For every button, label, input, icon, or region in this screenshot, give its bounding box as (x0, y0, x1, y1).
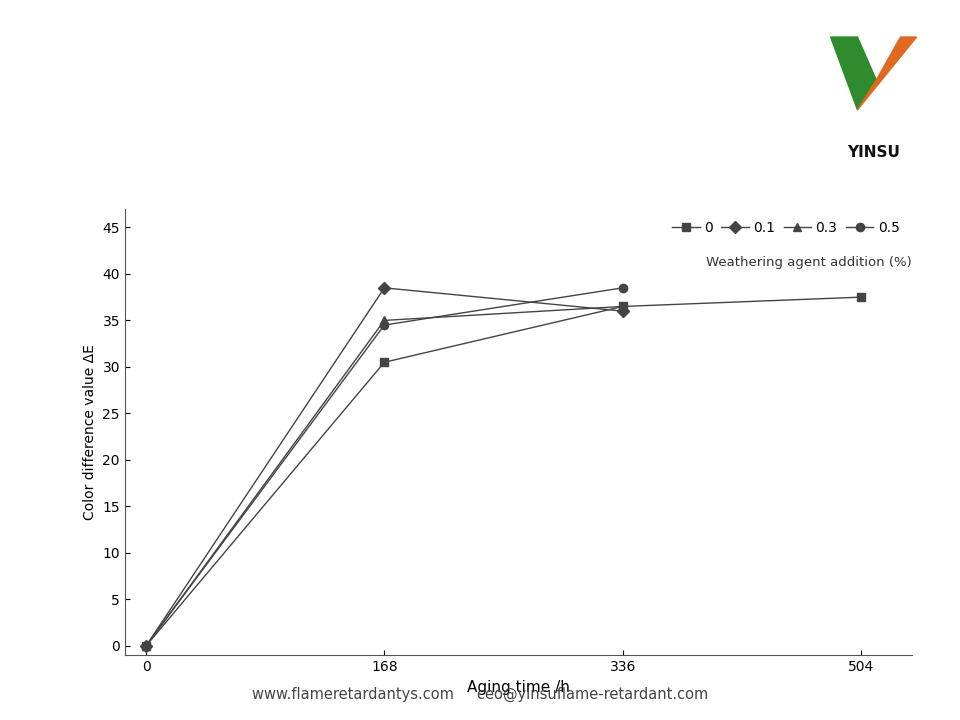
Line: 0.5: 0.5 (142, 284, 627, 650)
Line: 0.1: 0.1 (142, 284, 627, 650)
Text: YINSU: YINSU (847, 145, 900, 161)
0.5 (140, 642, 152, 650)
Polygon shape (830, 37, 876, 110)
0 (140, 642, 152, 650)
0.1 (140, 642, 152, 650)
Line: 0: 0 (142, 293, 865, 650)
Y-axis label: Color difference value ΔE: Color difference value ΔE (83, 344, 97, 520)
0.5 (378, 320, 390, 329)
Text: www.flameretardantys.com     ceo@yinsuflame-retardant.com: www.flameretardantys.com ceo@yinsuflame-… (252, 687, 708, 703)
0 (617, 302, 629, 311)
X-axis label: Aging time /h: Aging time /h (467, 680, 570, 695)
0 (855, 293, 867, 302)
Text: Figure 3 Effect Of Addition Of
Weathering Agent B On Light Aging
Of Flame Retard: Figure 3 Effect Of Addition Of Weatherin… (120, 36, 706, 144)
0.3 (140, 642, 152, 650)
Polygon shape (857, 37, 917, 110)
0.3 (617, 302, 629, 311)
0 (378, 358, 390, 366)
0.3 (378, 316, 390, 325)
Legend: 0, 0.1, 0.3, 0.5: 0, 0.1, 0.3, 0.5 (666, 216, 905, 241)
Line: 0.3: 0.3 (142, 302, 627, 650)
0.5 (617, 284, 629, 292)
0.1 (617, 307, 629, 315)
Text: Weathering agent addition (%): Weathering agent addition (%) (707, 256, 912, 269)
0.1 (378, 284, 390, 292)
